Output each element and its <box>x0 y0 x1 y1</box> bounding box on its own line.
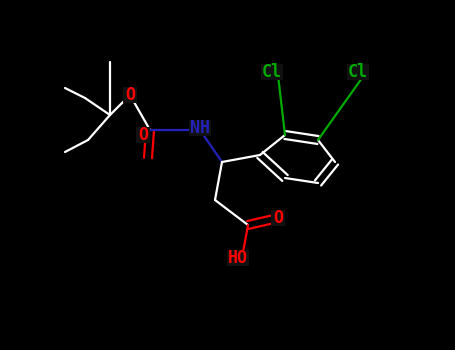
Text: Cl: Cl <box>348 63 368 81</box>
FancyBboxPatch shape <box>261 64 283 80</box>
Text: O: O <box>138 126 148 144</box>
FancyBboxPatch shape <box>189 120 211 136</box>
FancyBboxPatch shape <box>136 127 150 143</box>
Text: HO: HO <box>228 249 248 267</box>
Text: O: O <box>125 86 135 104</box>
FancyBboxPatch shape <box>123 87 137 103</box>
FancyBboxPatch shape <box>227 250 249 266</box>
FancyBboxPatch shape <box>271 210 285 226</box>
Text: NH: NH <box>190 119 210 137</box>
Text: Cl: Cl <box>262 63 282 81</box>
Text: O: O <box>273 209 283 227</box>
FancyBboxPatch shape <box>347 64 369 80</box>
